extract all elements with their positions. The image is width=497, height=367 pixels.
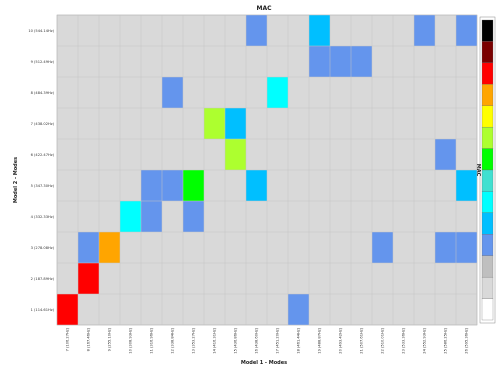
colorbar-swatch	[481, 84, 494, 106]
heatmap-cell: 17 (451.20Hz) / 8 (484.39Hz): 0.35	[267, 77, 288, 108]
x-tick-label: 24 (552.93Hz)	[423, 327, 427, 353]
heatmap-cell: 24 (552.93Hz) / 10 (544.14Hz): 0.2	[414, 15, 435, 46]
heatmap-cell: 20 (493.42Hz) / 9 (512.49Hz): 0.2	[330, 46, 351, 77]
colorbar-swatch	[481, 148, 494, 171]
y-tick-label: 5 (347.30Hz)	[31, 184, 55, 188]
heatmap-cell: 19 (488.87Hz) / 9 (512.49Hz): 0.2	[309, 46, 330, 77]
x-tick-label: 21 (507.61Hz)	[360, 327, 364, 353]
x-tick-label: 7 (106.27Hz)	[66, 327, 70, 351]
heatmap-cell: 13 (353.27Hz) / 5 (347.30Hz): 0.5	[183, 170, 204, 201]
x-tick-label: 19 (488.87Hz)	[318, 327, 322, 353]
x-tick-label: 8 (167.46Hz)	[87, 327, 91, 351]
heatmap-cell: 22 (510.01Hz) / 3 (278.08Hz): 0.2	[372, 232, 393, 263]
x-tick-label: 20 (493.42Hz)	[339, 327, 343, 353]
heatmap-cell: 11 (316.96Hz) / 4 (332.33Hz): 0.2	[141, 201, 162, 232]
colorbar-swatch	[481, 276, 494, 299]
y-tick-label: 1 (114.61Hz)	[31, 308, 55, 312]
y-tick-label: 4 (332.33Hz)	[31, 215, 55, 219]
x-axis-label: Model 1 - Modes	[241, 360, 287, 366]
x-tick-label: 25 (586.25Hz)	[444, 327, 448, 353]
colorbar-swatch	[481, 191, 494, 214]
colorbar-swatch	[481, 212, 494, 235]
colorbar-label: MAC	[475, 164, 481, 177]
heatmap-cell: 25 (586.25Hz) / 6 (422.47Hz): 0.2	[435, 139, 456, 170]
x-tick-label: 22 (510.01Hz)	[381, 327, 385, 353]
y-tick-label: 3 (278.08Hz)	[31, 246, 55, 250]
colorbar-swatch	[481, 234, 494, 256]
heatmap-cell: 15 (436.86Hz) / 7 (438.02Hz): 0.3	[225, 108, 246, 139]
x-tick-label: 26 (595.36Hz)	[465, 327, 469, 353]
x-tick-label: 18 (461.44Hz)	[297, 327, 301, 353]
colorbar-swatch	[481, 126, 494, 149]
heatmap-cell: 8 (167.46Hz) / 3 (278.08Hz): 0.2	[78, 232, 99, 263]
heatmap-cell: 26 (595.36Hz) / 3 (278.08Hz): 0.2	[456, 232, 477, 263]
colorbar-legend	[479, 16, 496, 324]
colorbar-swatch	[481, 169, 494, 192]
colorbar-swatch	[481, 255, 494, 278]
heatmap-cell: 26 (595.36Hz) / 5 (347.30Hz): 0.3	[456, 170, 477, 201]
y-tick-label: 2 (187.89Hz)	[31, 277, 55, 281]
heatmap-cell: 10 (308.93Hz) / 4 (332.33Hz): 0.35	[120, 201, 141, 232]
heatmap-cell: 12 (338.84Hz) / 5 (347.30Hz): 0.2	[162, 170, 183, 201]
colorbar-swatch	[481, 298, 494, 321]
y-axis-ticks: 1 (114.61Hz) 2 (187.89Hz) 3 (278.08Hz) 4 (3…	[28, 29, 54, 312]
y-tick-label: 9 (512.49Hz)	[31, 60, 55, 64]
x-tick-label: 14 (416.31Hz)	[213, 327, 217, 353]
x-tick-label: 10 (308.93Hz)	[129, 327, 133, 353]
x-tick-label: 23 (533.36Hz)	[402, 327, 406, 353]
y-tick-label: 8 (484.39Hz)	[31, 91, 55, 95]
y-tick-label: 7 (438.02Hz)	[31, 122, 55, 126]
heatmap-cell: 16 (438.60Hz) / 10 (544.14Hz): 0.2	[246, 15, 267, 46]
heatmap-cell: 16 (438.60Hz) / 5 (347.30Hz): 0.3	[246, 170, 267, 201]
heatmap-cell: 14 (416.31Hz) / 7 (438.02Hz): 0.55	[204, 108, 225, 139]
heatmap-cell: 12 (338.84Hz) / 8 (484.39Hz): 0.2	[162, 77, 183, 108]
heatmap-cell: 19 (488.87Hz) / 10 (544.14Hz): 0.3	[309, 15, 330, 46]
y-axis-label: Model 2 - Modes	[13, 157, 19, 203]
x-tick-label: 9 (255.10Hz)	[108, 327, 112, 351]
heatmap-cell: 7 (106.27Hz) / 1 (114.61Hz): 0.9	[57, 294, 78, 325]
heatmap-cell: 8 (167.46Hz) / 2 (187.89Hz): 0.9	[78, 263, 99, 294]
plot-area: 7 (106.27Hz) / 1 (114.61Hz): 0.9 18 (461.…	[56, 14, 478, 326]
x-tick-label: 16 (438.60Hz)	[255, 327, 259, 353]
colorbar-swatch	[481, 62, 494, 85]
heatmap-cell: 15 (436.86Hz) / 6 (422.47Hz): 0.55	[225, 139, 246, 170]
heatmap-cell: 18 (461.44Hz) / 1 (114.61Hz): 0.2	[288, 294, 309, 325]
x-tick-label: 17 (451.20Hz)	[276, 327, 280, 353]
colorbar-swatch	[481, 41, 494, 64]
x-tick-label: 13 (353.27Hz)	[192, 327, 196, 353]
heatmap-cell: 26 (595.36Hz) / 10 (544.14Hz): 0.2	[456, 15, 477, 46]
heatmap-cell: 25 (586.25Hz) / 3 (278.08Hz): 0.2	[435, 232, 456, 263]
heatmap-cell: 21 (507.61Hz) / 9 (512.49Hz): 0.2	[351, 46, 372, 77]
x-axis-ticks: 7 (106.27Hz) 8 (167.46Hz) 9 (255.10Hz) 10 (…	[66, 327, 469, 353]
y-tick-label: 6 (422.47Hz)	[31, 153, 55, 157]
x-tick-label: 15 (436.86Hz)	[234, 327, 238, 353]
heatmap-cell: 11 (316.96Hz) / 5 (347.30Hz): 0.2	[141, 170, 162, 201]
chart-title: MAC	[256, 5, 272, 12]
x-tick-label: 12 (338.84Hz)	[171, 327, 175, 353]
y-tick-label: 10 (544.14Hz)	[28, 29, 54, 33]
colorbar-swatch	[481, 105, 494, 128]
heatmap-cell: 9 (255.10Hz) / 3 (278.08Hz): 0.7	[99, 232, 120, 263]
x-tick-label: 11 (316.96Hz)	[150, 327, 154, 353]
heatmap-cell: 13 (353.27Hz) / 4 (332.33Hz): 0.2	[183, 201, 204, 232]
colorbar-swatch	[481, 19, 494, 42]
